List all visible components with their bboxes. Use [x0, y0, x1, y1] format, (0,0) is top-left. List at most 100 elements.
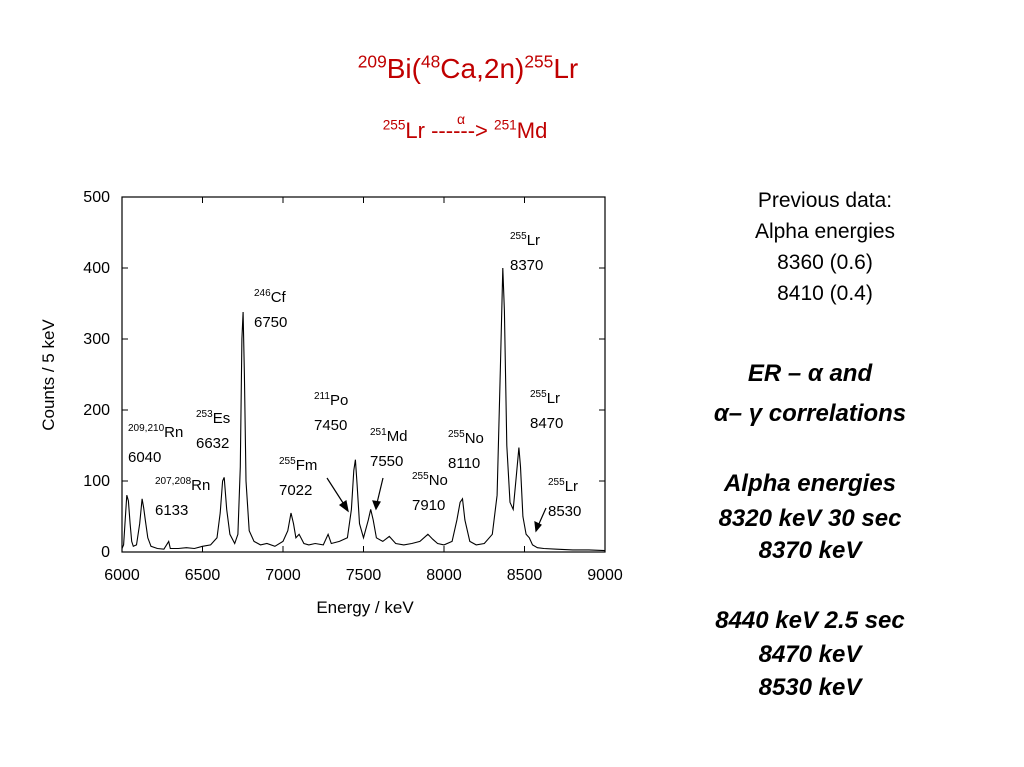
- y-tick-label: 300: [83, 331, 110, 348]
- part: γ: [749, 400, 764, 427]
- side-text: Alpha energies: [755, 220, 895, 243]
- element: Lr: [547, 390, 560, 407]
- annotation-energy: 7450: [314, 417, 347, 434]
- spectrum-line: [121, 267, 606, 552]
- y-tick-label: 200: [83, 402, 110, 419]
- element: Es: [213, 410, 231, 427]
- superscript: 211: [314, 391, 330, 402]
- annotation-energy: 6040: [128, 449, 161, 466]
- y-tick-label: 500: [83, 189, 110, 206]
- text: Bi(: [387, 53, 422, 84]
- side-text: 8410 (0.4): [777, 282, 873, 305]
- text: Ca,2n): [440, 53, 524, 84]
- x-axis-label: Energy / keV: [316, 598, 414, 617]
- x-tick-label: 7000: [265, 567, 301, 584]
- arrow-head: [534, 520, 542, 533]
- x-tick-label: 8500: [507, 567, 543, 584]
- element: Cf: [271, 289, 287, 306]
- x-tick-label: 6000: [104, 567, 140, 584]
- element: No: [465, 430, 484, 447]
- superscript: 48: [421, 51, 440, 71]
- side-text: 8470 keV: [759, 641, 864, 668]
- superscript: 255: [510, 231, 527, 242]
- annotation: 207,208Rn: [155, 476, 210, 494]
- superscript: 207,208: [155, 476, 192, 487]
- arrow: [537, 507, 547, 527]
- arrow-label: α: [457, 111, 465, 127]
- part: correlations: [762, 400, 906, 427]
- element: Fm: [296, 457, 318, 474]
- plot-frame: [121, 196, 606, 553]
- annotation: 255No: [412, 471, 448, 489]
- part: α: [714, 400, 730, 427]
- annotation-energy: 8530: [548, 503, 581, 520]
- side-text: 8530 keV: [759, 674, 864, 701]
- element: Md: [387, 428, 408, 445]
- side-text: Previous data:: [758, 189, 892, 212]
- side-text: 8370 keV: [759, 537, 864, 564]
- x-tick-label: 8000: [426, 567, 462, 584]
- side-text: 8320 keV 30 sec: [719, 505, 902, 532]
- annotation: 255Lr: [530, 389, 560, 407]
- side-heading: α– γ correlations: [714, 400, 906, 427]
- element: Po: [330, 392, 348, 409]
- side-heading: ER – α and: [748, 360, 874, 387]
- superscript: 253: [196, 409, 213, 420]
- annotation-energy: 6632: [196, 435, 229, 452]
- part: α: [808, 360, 824, 387]
- element: Rn: [191, 477, 210, 494]
- superscript: 209: [358, 51, 387, 71]
- annotation: 251Md: [370, 427, 408, 445]
- annotation-energy: 8470: [530, 415, 563, 432]
- annotation: 246Cf: [254, 288, 287, 306]
- annotation-energy: 7550: [370, 453, 403, 470]
- element: Rn: [164, 424, 183, 441]
- text: Lr ------>: [405, 118, 494, 143]
- x-tick-label: 7500: [346, 567, 382, 584]
- annotation-energy: 6750: [254, 314, 287, 331]
- superscript: 251: [494, 118, 517, 133]
- annotation-energy: 7022: [279, 482, 312, 499]
- annotation: 255Fm: [279, 456, 317, 474]
- title: 255Lr ------> 251Md: [383, 118, 548, 143]
- text: Lr: [553, 53, 578, 84]
- part: and: [823, 360, 874, 387]
- x-tick-label: 9000: [587, 567, 623, 584]
- annotation-energy: 6133: [155, 502, 188, 519]
- side-text: 8440 keV 2.5 sec: [715, 607, 905, 634]
- y-tick-label: 400: [83, 260, 110, 277]
- annotation: 253Es: [196, 409, 230, 427]
- text: Md: [517, 118, 548, 143]
- element: Lr: [565, 478, 578, 495]
- arrow: [326, 477, 346, 507]
- annotation-energy: 8110: [448, 455, 480, 472]
- element: No: [429, 472, 448, 489]
- y-axis-label: Counts / 5 keV: [39, 319, 58, 431]
- superscript: 251: [370, 427, 387, 438]
- annotation: 255Lr: [510, 231, 540, 249]
- part: ER –: [748, 360, 808, 387]
- y-tick-label: 100: [83, 473, 110, 490]
- superscript: 255: [448, 429, 465, 440]
- x-tick-label: 6500: [185, 567, 221, 584]
- annotation: 255Lr: [548, 477, 578, 495]
- superscript: 255: [412, 471, 429, 482]
- annotation-energy: 7910: [412, 497, 445, 514]
- superscript: 255: [279, 456, 296, 467]
- arrow-head: [338, 500, 349, 513]
- element: Lr: [527, 232, 540, 249]
- superscript: 255: [530, 389, 547, 400]
- arrows: [326, 477, 547, 533]
- superscript: 209,210: [128, 423, 165, 434]
- superscript: 246: [254, 288, 271, 299]
- side-text: 8360 (0.6): [777, 251, 873, 274]
- title: 209Bi(48Ca,2n)255Lr: [358, 51, 578, 84]
- annotation-energy: 8370: [510, 257, 543, 274]
- superscript: 255: [548, 477, 565, 488]
- y-tick-label: 0: [101, 544, 110, 561]
- annotation: 209,210Rn: [128, 423, 183, 441]
- arrow-head: [372, 500, 381, 511]
- arrow: [376, 477, 384, 504]
- part: –: [729, 400, 749, 427]
